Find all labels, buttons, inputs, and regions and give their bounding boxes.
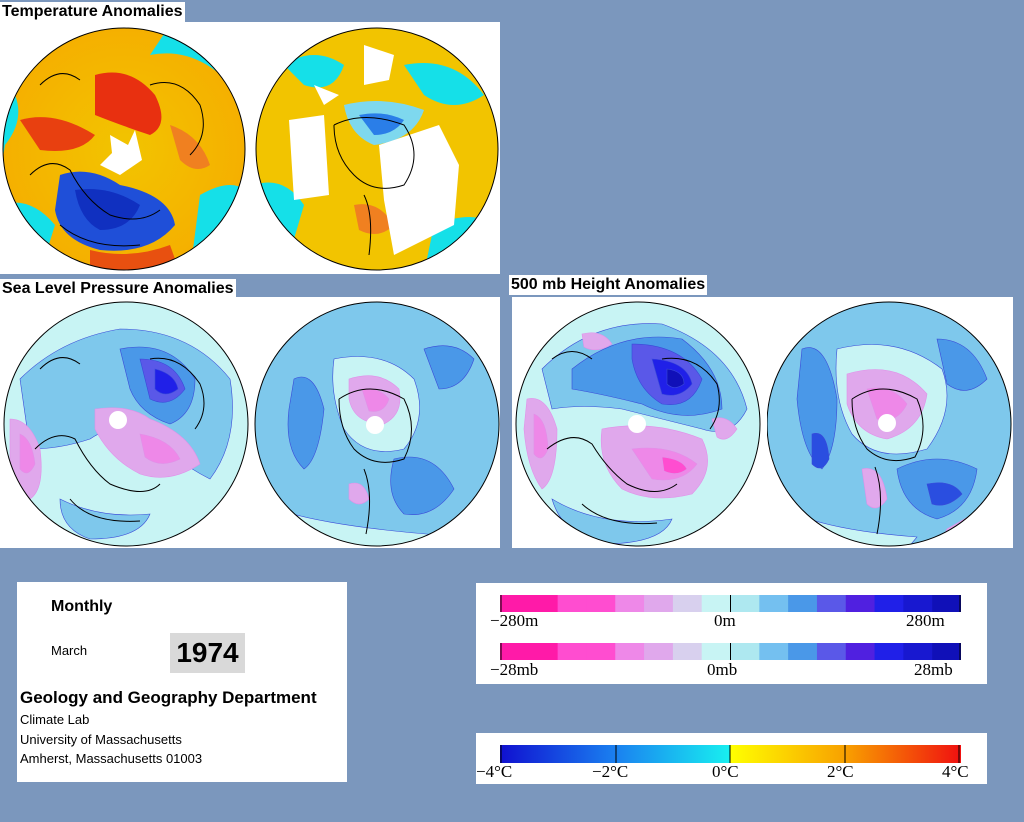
temp-label-pos2: 2°C <box>827 762 854 781</box>
height-min-label: −280m <box>490 611 539 630</box>
height-bar-segment-11 <box>816 595 847 612</box>
department-label: Geology and Geography Department <box>20 688 317 707</box>
height-max-label: 280m <box>906 611 945 630</box>
university-label: University of Massachusetts <box>20 732 182 747</box>
height-bar-segment-10 <box>788 595 818 612</box>
temperature-legend: −4°C −2°C 0°C 2°C 4°C <box>476 733 987 784</box>
height-bar-segment-5 <box>644 595 674 612</box>
pressure-bar-segment-3 <box>586 643 616 660</box>
height-mid-label: 0m <box>714 611 736 630</box>
height-bar-segment-9 <box>759 595 789 612</box>
height-bar-segment-7 <box>701 595 731 612</box>
pressure-bar-segment-0 <box>500 643 530 660</box>
year-label: 1974 <box>170 633 245 673</box>
height-bar-segment-12 <box>845 595 876 612</box>
height-pressure-legend: −280m 0m 280m −28mb 0mb 28mb <box>476 583 987 684</box>
pressure-colorbar <box>500 643 961 660</box>
month-label: March <box>51 643 88 658</box>
temperature-globe-north <box>2 27 246 271</box>
temperature-globe-south <box>255 27 499 271</box>
pressure-bar-segment-9 <box>759 643 789 660</box>
pressure-bar-segment-1 <box>528 643 559 660</box>
height-title: 500 mb Height Anomalies <box>509 275 708 295</box>
slp-globe-south <box>254 301 500 547</box>
temperature-title: Temperature Anomalies <box>0 2 185 22</box>
pressure-bar-segment-4 <box>615 643 645 660</box>
height-globe-south <box>767 301 1012 547</box>
period-label: Monthly <box>51 598 113 615</box>
height-bar-segment-15 <box>932 595 961 612</box>
pressure-bar-segment-15 <box>932 643 961 660</box>
temperature-colorbar <box>500 745 961 763</box>
pressure-bar-segment-12 <box>845 643 876 660</box>
pressure-bar-segment-11 <box>816 643 847 660</box>
pressure-bar-segment-7 <box>701 643 731 660</box>
temp-label-neg4: −4°C <box>476 762 513 781</box>
height-bar-segment-2 <box>557 595 587 612</box>
slp-title: Sea Level Pressure Anomalies <box>0 279 236 299</box>
pressure-bar-segment-6 <box>672 643 703 660</box>
pressure-min-label: −28mb <box>490 660 539 679</box>
height-colorbar <box>500 595 961 612</box>
pressure-bar-segment-5 <box>644 643 674 660</box>
pressure-mid-label: 0mb <box>707 660 738 679</box>
temp-label-pos4: 4°C <box>942 762 969 781</box>
address-label: Amherst, Massachusetts 01003 <box>20 751 203 766</box>
pressure-bar-segment-8 <box>730 643 760 660</box>
height-bar-segment-3 <box>586 595 616 612</box>
height-bar-segment-8 <box>730 595 760 612</box>
slp-globe-north <box>3 301 249 547</box>
height-bar-segment-6 <box>672 595 703 612</box>
height-bar-segment-0 <box>500 595 530 612</box>
pressure-max-label: 28mb <box>914 660 953 679</box>
lab-label: Climate Lab <box>20 712 90 727</box>
height-globe-north <box>515 301 761 547</box>
info-box: Monthly March 1974 Geology and Geography… <box>17 582 347 782</box>
height-bar-segment-1 <box>528 595 559 612</box>
temp-label-neg2: −2°C <box>592 762 629 781</box>
pressure-bar-segment-14 <box>903 643 933 660</box>
temp-label-0: 0°C <box>712 762 739 781</box>
height-bar-segment-4 <box>615 595 645 612</box>
pressure-bar-segment-10 <box>788 643 818 660</box>
height-bar-segment-13 <box>874 595 904 612</box>
pressure-bar-segment-2 <box>557 643 587 660</box>
height-bar-segment-14 <box>903 595 933 612</box>
pressure-bar-segment-13 <box>874 643 904 660</box>
